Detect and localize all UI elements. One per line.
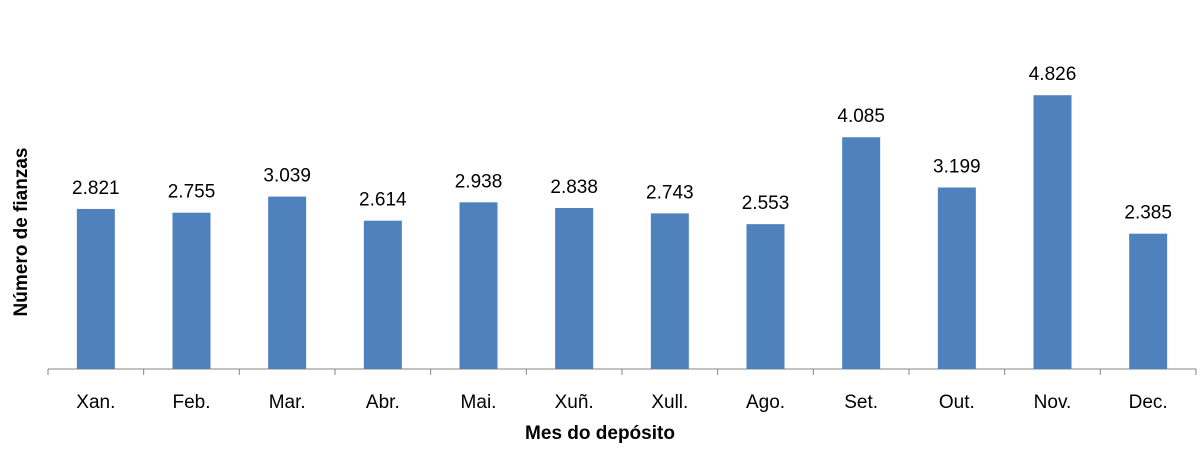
x-tick-label: Xan. xyxy=(76,392,115,413)
bar xyxy=(555,207,594,369)
data-label: 2.385 xyxy=(1124,203,1172,224)
data-label: 4.085 xyxy=(837,106,885,127)
bar xyxy=(842,137,881,369)
data-label: 2.838 xyxy=(550,177,598,198)
data-label: 2.743 xyxy=(646,182,694,203)
x-tick-label: Ago. xyxy=(746,392,785,413)
x-tick-label: Mai. xyxy=(461,392,497,413)
data-label: 4.826 xyxy=(1029,64,1077,85)
data-label: 3.039 xyxy=(263,166,311,187)
x-tick-label: Xuñ. xyxy=(555,392,594,413)
x-tick-label: Xull. xyxy=(651,392,688,413)
x-axis-title: Mes do depósito xyxy=(525,423,675,444)
bar xyxy=(268,196,307,369)
x-tick-label: Dec. xyxy=(1129,392,1168,413)
x-tick-label: Set. xyxy=(844,392,878,413)
x-tick-label: Abr. xyxy=(366,392,400,413)
x-tick-label: Mar. xyxy=(269,392,306,413)
bar xyxy=(746,224,785,369)
bar xyxy=(459,202,498,369)
bar xyxy=(1033,95,1072,369)
data-label: 2.938 xyxy=(455,171,503,192)
bar xyxy=(363,220,402,369)
bar xyxy=(937,187,976,369)
x-tick-label: Feb. xyxy=(172,392,210,413)
bar xyxy=(650,213,689,369)
data-label: 2.553 xyxy=(742,193,790,214)
bar xyxy=(172,212,211,369)
data-label: 2.821 xyxy=(72,178,120,199)
bar xyxy=(1129,233,1168,369)
x-tick-label: Out. xyxy=(939,392,975,413)
x-tick-label: Nov. xyxy=(1034,392,1072,413)
data-label: 2.614 xyxy=(359,190,407,211)
data-label: 2.755 xyxy=(168,182,216,203)
data-label: 3.199 xyxy=(933,157,981,178)
bar xyxy=(76,208,115,369)
